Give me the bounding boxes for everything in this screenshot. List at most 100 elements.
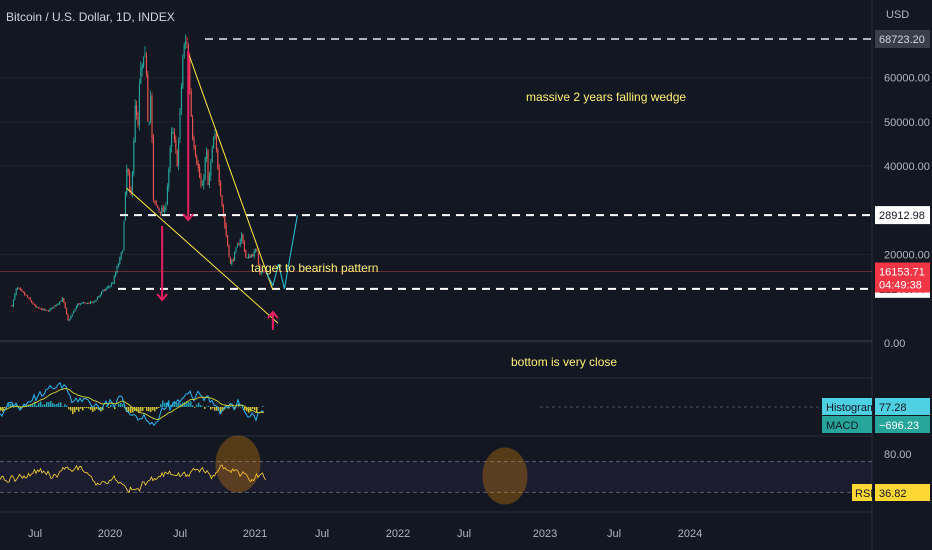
macd-histogram-bar	[56, 404, 58, 407]
candle-body	[243, 241, 245, 252]
price-tick-label: 60000.00	[884, 73, 930, 85]
candle-body	[151, 95, 153, 138]
annotation-text: massive 2 years falling wedge	[526, 90, 686, 104]
candle-body	[68, 319, 70, 321]
macd-histogram-bar	[190, 401, 192, 407]
candle-body	[256, 249, 258, 252]
indicator-value-tag	[875, 416, 930, 433]
candle-body	[141, 64, 143, 70]
candle-body	[70, 316, 72, 320]
candle-body	[250, 254, 252, 258]
candle-body	[47, 310, 49, 312]
macd-histogram-bar	[220, 407, 222, 414]
candle-body	[42, 308, 44, 311]
rsi-band-fill	[0, 461, 872, 493]
macd-histogram-bar	[12, 404, 14, 407]
candle-body	[245, 250, 247, 258]
macd-histogram-bar	[144, 407, 146, 408]
indicators: Histogram 77.28 MACD −696.23 RSI 36.82	[0, 381, 930, 505]
candle-body	[260, 272, 262, 274]
macd-histogram-bar	[186, 401, 188, 407]
macd-histogram-bar	[210, 407, 212, 410]
arrow-down-top-head	[182, 213, 195, 222]
candle-body	[84, 302, 86, 303]
candle-body	[101, 291, 103, 295]
candle-body	[262, 271, 264, 273]
indicator-name-tag	[822, 416, 872, 433]
macd-histogram-bar	[50, 401, 52, 407]
macd-histogram-bar	[48, 402, 50, 407]
candle-body	[150, 95, 152, 121]
candle-body	[185, 42, 187, 45]
candle-body	[155, 201, 157, 205]
candle-body	[12, 299, 14, 307]
candle-body	[108, 286, 110, 288]
wedge-upper-line	[188, 55, 274, 291]
candle-body	[33, 304, 35, 306]
candle-body	[82, 302, 84, 304]
time-tick-label: Jul	[28, 528, 42, 540]
rsi-tick-label: 80.00	[884, 449, 912, 461]
candle-body	[129, 172, 131, 190]
macd-histogram-bar	[152, 407, 154, 411]
candle-body	[168, 168, 170, 188]
macd-histogram-bar	[136, 407, 138, 412]
time-tick-label: 2024	[678, 528, 702, 540]
candle-body	[40, 308, 42, 311]
candle-body	[85, 303, 87, 305]
macd-histogram-bar	[250, 407, 252, 412]
macd-histogram-bar	[40, 401, 42, 407]
candle-body	[203, 178, 205, 186]
candle-body	[215, 133, 217, 150]
candle-body	[176, 150, 178, 167]
macd-histogram-bar	[202, 406, 204, 407]
candle-body	[169, 147, 171, 169]
macd-histogram-bar	[20, 407, 22, 410]
macd-histogram-bar	[228, 407, 230, 409]
macd-histogram-bar	[62, 406, 64, 407]
macd-histogram-bar	[88, 407, 90, 409]
macd-histogram-bar	[142, 407, 144, 411]
candle-body	[117, 264, 119, 268]
macd-histogram-bar	[36, 405, 38, 407]
candle-body	[99, 294, 101, 297]
macd-histogram-bar	[52, 403, 54, 407]
candle-body	[229, 257, 231, 264]
macd-histogram-bar	[38, 403, 40, 407]
candle-body	[222, 205, 224, 217]
rsi-band: 80.00	[0, 449, 912, 493]
macd-histogram-bar	[178, 401, 180, 407]
macd-histogram-bar	[248, 407, 250, 413]
candle-body	[67, 314, 69, 321]
candle-body	[196, 156, 198, 165]
candle-body	[50, 307, 52, 310]
candle-body	[225, 225, 227, 236]
candle-body	[197, 163, 199, 168]
last-price-label: 16153.71	[879, 267, 925, 279]
macd-histogram-bar	[158, 407, 160, 408]
candle-body	[123, 220, 125, 251]
candle-body	[63, 298, 65, 303]
macd-histogram-bar	[174, 401, 176, 407]
candle-body	[173, 132, 175, 140]
candle-body	[180, 86, 182, 110]
candle-body	[11, 305, 13, 307]
candle-body	[112, 283, 114, 285]
wedge-lower-line	[126, 187, 279, 324]
candle-body	[29, 297, 31, 301]
candle-body	[158, 208, 160, 211]
candle-body	[53, 305, 55, 308]
macd-histogram-bar	[122, 404, 124, 407]
candle-body	[157, 205, 159, 208]
macd-histogram-bar	[206, 406, 208, 407]
candle-body	[182, 58, 184, 88]
macd-histogram-bar	[194, 407, 196, 408]
candle-body	[217, 149, 219, 168]
candle-body	[39, 308, 41, 309]
candle-body	[17, 287, 19, 290]
candle-body	[75, 306, 77, 310]
candle-body	[119, 257, 121, 264]
macd-histogram-bar	[196, 404, 198, 407]
macd-histogram-bar	[8, 403, 10, 407]
